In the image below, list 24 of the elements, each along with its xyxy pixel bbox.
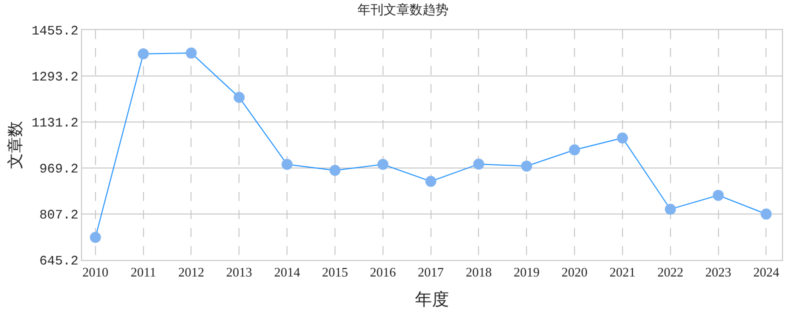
- x-tick-label: 2013: [226, 264, 252, 280]
- y-axis-title: 文章数: [6, 121, 24, 169]
- x-tick-label: 2015: [322, 264, 348, 280]
- x-tick-label: 2019: [514, 264, 540, 280]
- chart-title: 年刊文章数趋势: [358, 2, 448, 18]
- x-axis-title: 年度: [415, 290, 449, 309]
- y-tick-label: 645.2: [39, 254, 78, 269]
- x-tick-label: 2018: [466, 264, 492, 280]
- y-tick-label: 1131.2: [32, 116, 78, 131]
- x-tick-label: 2014: [274, 264, 301, 280]
- x-tick-label: 2011: [130, 264, 156, 280]
- x-tick-label: 2021: [609, 264, 636, 280]
- x-tick-label: 2012: [178, 264, 204, 280]
- x-tick-label: 2020: [562, 264, 588, 280]
- y-tick-label: 1455.2: [32, 24, 78, 39]
- y-tick-label: 807.2: [39, 208, 78, 223]
- x-tick-label: 2016: [370, 264, 396, 280]
- x-tick-label: 2022: [657, 264, 684, 280]
- x-tick-label: 2017: [418, 264, 444, 280]
- x-tick-label: 2024: [753, 264, 780, 280]
- x-tick-label: 2023: [705, 264, 732, 280]
- y-tick-label: 969.2: [39, 162, 78, 177]
- y-tick-label: 1293.2: [32, 70, 78, 85]
- x-tick-label: 2010: [82, 264, 108, 280]
